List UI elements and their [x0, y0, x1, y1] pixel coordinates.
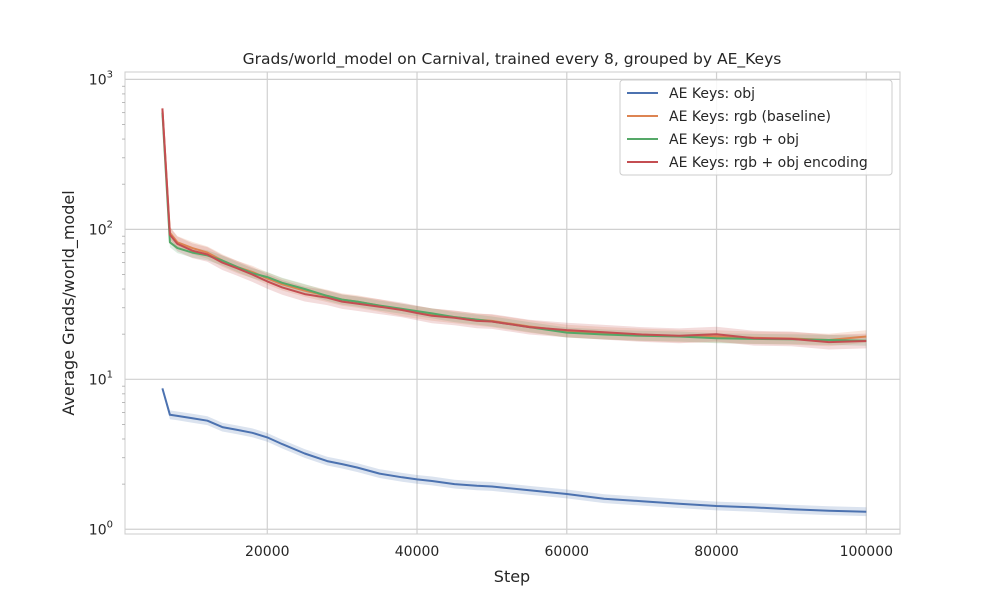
- legend-label-1: AE Keys: rgb (baseline): [669, 109, 831, 125]
- series-line-3: [161, 108, 867, 344]
- y-tick-label: 103: [89, 69, 113, 88]
- y-tick-exponent: 0: [107, 519, 113, 530]
- series-line-0: [161, 388, 867, 513]
- confidence-bands: [162, 106, 867, 517]
- y-tick-label: 102: [89, 219, 113, 238]
- legend-label-0: AE Keys: obj: [669, 86, 755, 102]
- x-tick-labels: 20000 40000 60000 80000 100000: [245, 544, 893, 560]
- y-tick-exponent: 3: [107, 69, 113, 80]
- x-axis-label: Step: [494, 567, 530, 586]
- series-band-0: [162, 387, 867, 517]
- legend-label-3: AE Keys: rgb + obj encoding: [669, 155, 868, 171]
- series-lines: [161, 108, 867, 513]
- y-tick-base: 10: [89, 522, 107, 538]
- y-tick-exponent: 1: [107, 369, 113, 380]
- y-tick-base: 10: [89, 222, 107, 238]
- x-tick-label: 100000: [840, 544, 893, 560]
- legend-label-2: AE Keys: rgb + obj: [669, 132, 799, 148]
- chart-title: Grads/world_model on Carnival, trained e…: [243, 50, 782, 69]
- x-tick-label: 60000: [545, 544, 590, 560]
- y-tick-exponent: 2: [107, 219, 113, 230]
- y-tick-label: 100: [89, 519, 113, 538]
- x-tick-label: 20000: [245, 544, 290, 560]
- legend: AE Keys: obj AE Keys: rgb (baseline) AE Ke…: [619, 79, 893, 176]
- x-tick-label: 40000: [395, 544, 440, 560]
- legend-box: [619, 79, 893, 176]
- y-tick-label: 101: [89, 369, 113, 388]
- x-tick-label: 80000: [694, 544, 739, 560]
- y-tick-base: 10: [89, 372, 107, 388]
- y-axis-label: Average Grads/world_model: [59, 190, 79, 415]
- y-tick-base: 10: [89, 72, 107, 88]
